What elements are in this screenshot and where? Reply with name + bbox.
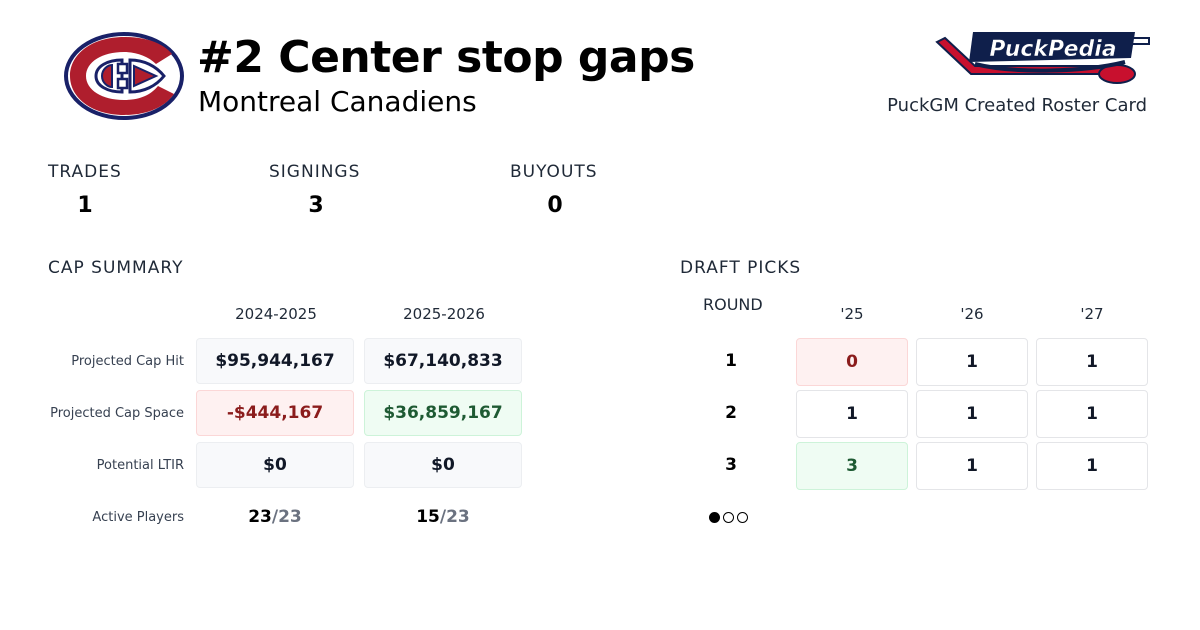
trades-label: TRADES	[48, 162, 122, 182]
signings-label: SIGNINGS	[269, 162, 361, 182]
cap-space-cell: -$444,167	[196, 390, 354, 436]
season-header: 2025-2026	[403, 305, 485, 323]
year-header: '27	[1080, 305, 1104, 323]
cap-summary-title: CAP SUMMARY	[48, 258, 184, 278]
year-header: '26	[960, 305, 984, 323]
row-label-active-players: Active Players	[92, 510, 184, 525]
pick-cell: 1	[1036, 338, 1148, 386]
row-label-cap-space: Projected Cap Space	[50, 406, 184, 421]
round-number: 1	[725, 351, 737, 371]
active-players-count: 15/23	[364, 507, 522, 527]
cap-hit-cell: $67,140,833	[364, 338, 522, 384]
buyouts-label: BUYOUTS	[510, 162, 598, 182]
trades-value: 1	[77, 193, 93, 218]
pick-cell: 1	[1036, 390, 1148, 438]
active-players-current: 23	[248, 507, 272, 527]
brand-text: PuckPedia	[989, 37, 1116, 62]
active-players-count: 23/23	[196, 507, 354, 527]
pick-cell: 1	[796, 390, 908, 438]
pick-cell: 1	[916, 442, 1028, 490]
round-number: 2	[725, 403, 737, 423]
buyouts-value: 0	[547, 193, 563, 218]
cap-space-cell: $36,859,167	[364, 390, 522, 436]
round-number: 3	[725, 455, 737, 475]
cap-hit-cell: $95,944,167	[196, 338, 354, 384]
active-players-max: /23	[439, 507, 470, 527]
year-header: '25	[840, 305, 864, 323]
signings-value: 3	[308, 193, 324, 218]
page-dot-3[interactable]	[737, 512, 748, 523]
pick-cell: 1	[916, 390, 1028, 438]
page-dot-2[interactable]	[723, 512, 734, 523]
page-dot-1[interactable]	[709, 512, 720, 523]
pick-cell: 1	[1036, 442, 1148, 490]
ltir-cell: $0	[364, 442, 522, 488]
row-label-cap-hit: Projected Cap Hit	[71, 354, 184, 369]
puckpedia-logo: PuckPedia	[935, 28, 1153, 90]
round-header: ROUND	[703, 295, 763, 314]
active-players-max: /23	[271, 507, 302, 527]
pick-cell: 1	[916, 338, 1028, 386]
pagination-dots	[709, 512, 748, 523]
pick-cell: 3	[796, 442, 908, 490]
card-caption: PuckGM Created Roster Card	[887, 95, 1147, 116]
row-label-ltir: Potential LTIR	[96, 458, 184, 473]
team-name: Montreal Canadiens	[198, 85, 477, 118]
draft-picks-title: DRAFT PICKS	[680, 258, 802, 278]
pick-cell: 0	[796, 338, 908, 386]
season-header: 2024-2025	[235, 305, 317, 323]
ltir-cell: $0	[196, 442, 354, 488]
page-title: #2 Center stop gaps	[197, 32, 695, 83]
team-logo	[64, 32, 186, 120]
active-players-current: 15	[416, 507, 440, 527]
